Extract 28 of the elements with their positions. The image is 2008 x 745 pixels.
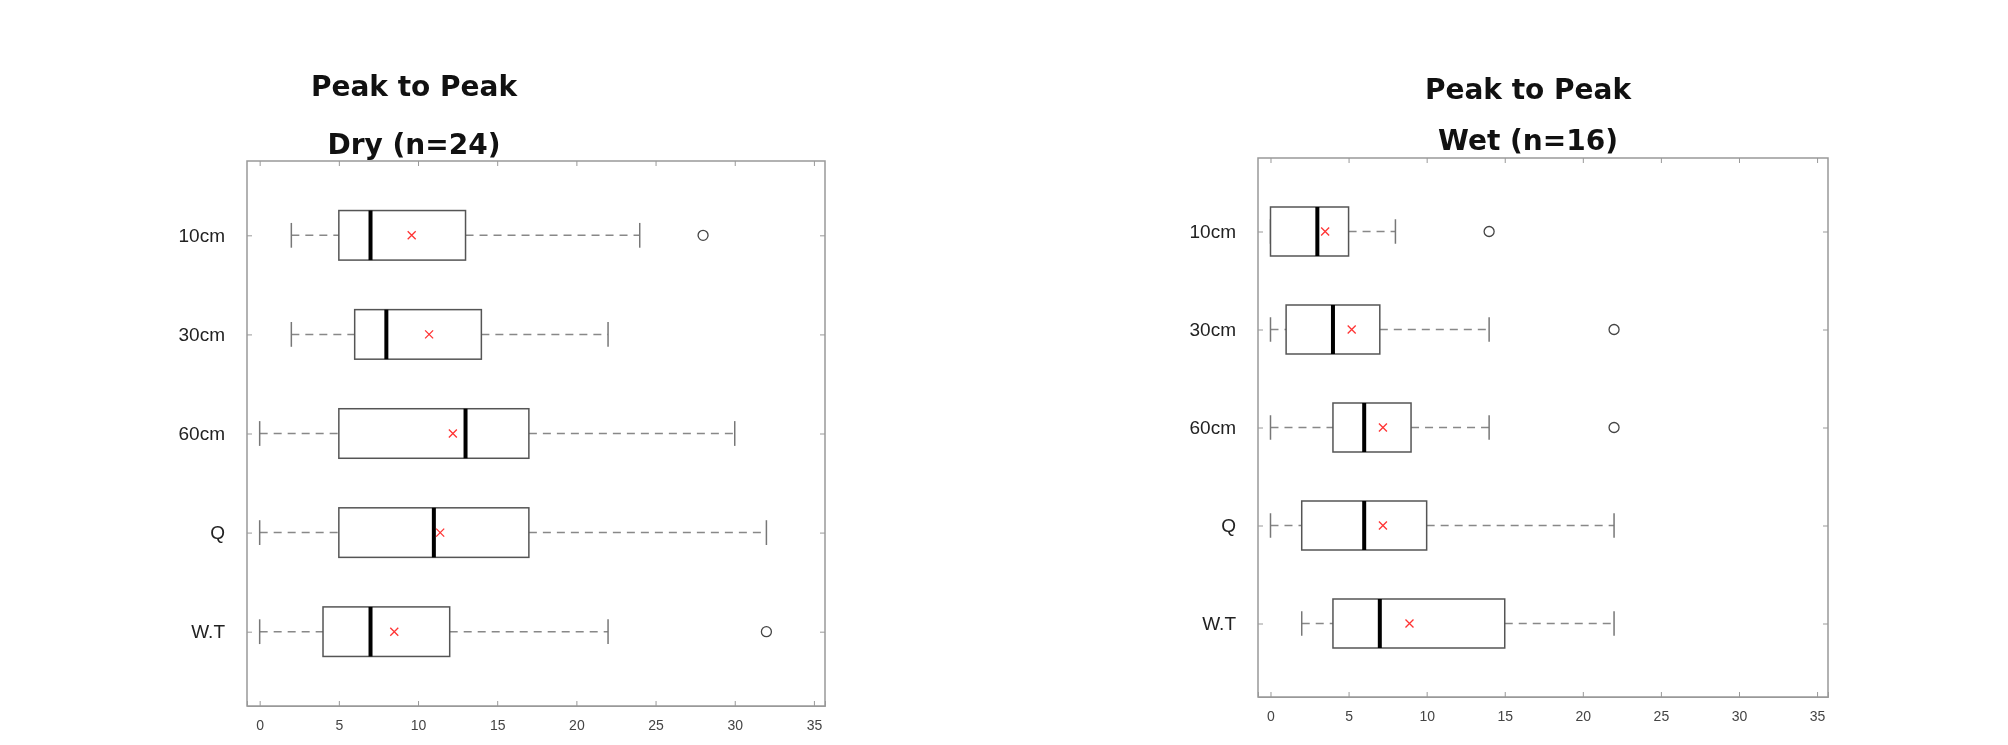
x-tick-label: 10	[1419, 707, 1436, 724]
y-tick-label: 10cm	[178, 224, 225, 246]
chart-title: Peak to Peak Dry (n=24)	[310, 70, 519, 161]
y-tick-label: W.T	[1202, 613, 1237, 635]
x-tick-label: 5	[1345, 707, 1354, 724]
y-tick-label: 10cm	[1189, 221, 1236, 243]
y-tick-label: Q	[210, 522, 225, 544]
x-tick-label: 10	[410, 716, 427, 733]
y-tick-label: 30cm	[178, 323, 225, 345]
y-tick-label: 60cm	[178, 423, 225, 445]
x-tick-label: 20	[1575, 707, 1592, 724]
x-tick-label: 20	[569, 716, 585, 733]
chart-title: Peak to Peak Wet (n=16)	[1424, 73, 1633, 157]
y-tick-label: Q	[1221, 515, 1236, 537]
x-tick-label: 25	[648, 716, 665, 733]
x-tick-label: 15	[489, 716, 506, 733]
x-tick-label: 0	[1267, 707, 1276, 724]
x-tick-label: 0	[256, 716, 265, 733]
x-tick-label: 35	[1809, 707, 1826, 724]
y-tick-label: 30cm	[1189, 319, 1236, 341]
x-tick-label: 35	[806, 716, 823, 733]
x-tick-label: 5	[335, 716, 344, 733]
y-tick-label: W.T	[191, 621, 226, 643]
x-tick-label: 30	[727, 716, 744, 733]
x-tick-label: 25	[1653, 707, 1670, 724]
y-tick-label: 60cm	[1189, 417, 1236, 439]
x-tick-label: 15	[1497, 707, 1514, 724]
x-tick-label: 30	[1731, 707, 1748, 724]
